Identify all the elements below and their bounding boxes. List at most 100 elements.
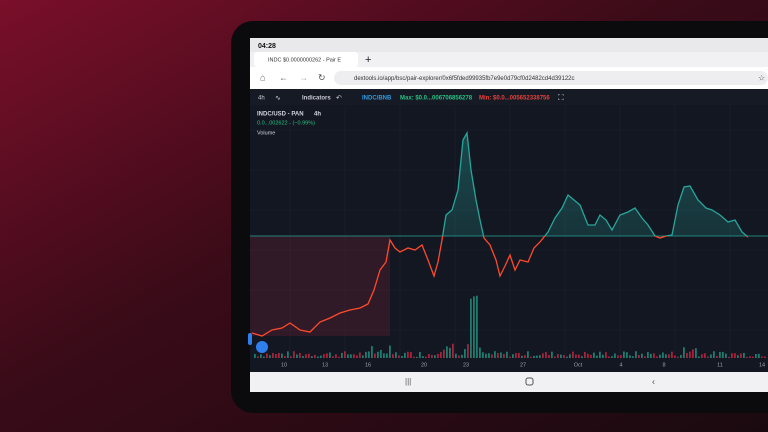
max-label: Max: $0.0...006706856278 bbox=[400, 96, 473, 102]
pair-label[interactable]: INDC/BNB bbox=[362, 96, 392, 102]
volume-bar bbox=[518, 352, 520, 358]
interval-button[interactable]: 4h bbox=[258, 96, 265, 102]
chart-toolbar bbox=[250, 89, 768, 105]
bookmark-star[interactable]: ☆ bbox=[758, 74, 765, 83]
volume-bar bbox=[587, 353, 589, 358]
volume-bar bbox=[701, 354, 703, 358]
forward-button[interactable]: → bbox=[299, 72, 308, 82]
volume-bar bbox=[530, 356, 532, 358]
volume-bar bbox=[671, 351, 673, 358]
volume-bar bbox=[290, 356, 292, 358]
home-nav[interactable] bbox=[525, 377, 534, 386]
scroll-handle[interactable] bbox=[248, 333, 252, 345]
volume-bar bbox=[404, 352, 406, 358]
volume-bar bbox=[383, 353, 385, 358]
volume-bar bbox=[443, 349, 445, 358]
volume-bar bbox=[485, 353, 487, 358]
volume-bar bbox=[548, 354, 550, 358]
volume-bar bbox=[500, 352, 502, 358]
volume-bar bbox=[449, 347, 451, 358]
volume-bar bbox=[632, 356, 634, 358]
volume-bar bbox=[563, 355, 565, 358]
price-line bbox=[251, 130, 749, 337]
volume-bar bbox=[347, 354, 349, 358]
volume-bar bbox=[572, 351, 574, 358]
volume-bar bbox=[635, 351, 637, 358]
cloud-button[interactable] bbox=[256, 341, 268, 353]
x-tick-label: 8 bbox=[662, 362, 665, 368]
volume-bar bbox=[269, 355, 271, 358]
volume-bar bbox=[695, 348, 697, 358]
volume-bar bbox=[689, 351, 691, 358]
new-tab[interactable]: + bbox=[365, 54, 371, 66]
volume-bar bbox=[719, 351, 721, 358]
price-line-down bbox=[251, 236, 749, 337]
volume-bar bbox=[665, 354, 667, 358]
volume-bar bbox=[509, 356, 511, 358]
reload-button[interactable]: ↻ bbox=[318, 72, 326, 82]
volume-bar bbox=[674, 355, 676, 358]
volume-bar bbox=[341, 352, 343, 358]
x-tick-label: Oct bbox=[574, 362, 583, 368]
home-button[interactable]: ⌂ bbox=[260, 72, 265, 82]
volume-bar bbox=[557, 354, 559, 358]
volume-bar bbox=[578, 354, 580, 358]
volume-bar bbox=[545, 352, 547, 358]
volume-bar bbox=[512, 354, 514, 358]
volume-bar bbox=[626, 352, 628, 358]
volume-bar bbox=[740, 353, 742, 358]
volume-bar bbox=[353, 354, 355, 358]
volume-bar bbox=[611, 356, 613, 358]
x-axis: 10 13 16 20 23 27 Oct 4 8 11 14 bbox=[281, 362, 765, 368]
volume-bar bbox=[602, 354, 604, 358]
volume-bar bbox=[467, 344, 469, 358]
back-nav[interactable]: ‹ bbox=[652, 376, 655, 386]
volume-bar bbox=[308, 353, 310, 358]
volume-bar bbox=[362, 355, 364, 358]
volume-bar bbox=[605, 352, 607, 358]
volume-bar bbox=[749, 356, 751, 358]
volume-bar bbox=[329, 352, 331, 358]
volume-bar bbox=[416, 356, 418, 358]
volume-bar bbox=[725, 353, 727, 358]
volume-bar bbox=[476, 295, 478, 358]
undo-button[interactable]: ↶ bbox=[336, 95, 342, 102]
volume-bar bbox=[623, 351, 625, 358]
volume-bar bbox=[647, 352, 649, 358]
volume-bar bbox=[584, 351, 586, 358]
volume-bar bbox=[656, 356, 658, 358]
volume-bar bbox=[260, 354, 262, 358]
volume-bar bbox=[581, 356, 583, 358]
volume-bar bbox=[686, 352, 688, 358]
volume-bar bbox=[668, 354, 670, 358]
volume-bar bbox=[350, 354, 352, 358]
volume-bar bbox=[764, 356, 766, 358]
url[interactable]: dextools.io/app/bsc/pair-explorer/0x6f5f… bbox=[354, 76, 575, 82]
volume-bar bbox=[317, 356, 319, 358]
indicators-button[interactable]: Indicators bbox=[302, 96, 331, 102]
chart-type-button[interactable]: ∿ bbox=[275, 95, 281, 102]
address-bar[interactable] bbox=[334, 71, 768, 85]
tab-title[interactable]: INDC $0.0000000262 - Pair E bbox=[268, 57, 341, 63]
volume-bar bbox=[407, 351, 409, 358]
volume-bar bbox=[482, 352, 484, 358]
volume-bar bbox=[434, 355, 436, 358]
recent-apps[interactable]: ||| bbox=[405, 377, 411, 386]
volume-bar bbox=[287, 351, 289, 358]
volume-bar bbox=[551, 351, 553, 358]
fullscreen-button[interactable]: ⛶ bbox=[557, 93, 564, 102]
volume-bar bbox=[608, 356, 610, 358]
x-tick-label: 14 bbox=[759, 362, 765, 368]
volume-bar bbox=[446, 346, 448, 358]
back-button[interactable]: ← bbox=[279, 72, 288, 82]
volume-bar bbox=[437, 353, 439, 358]
volume-bar bbox=[515, 353, 517, 358]
volume-bar bbox=[338, 356, 340, 358]
browser-tab[interactable] bbox=[254, 52, 358, 67]
status-bar bbox=[250, 38, 768, 52]
legend-volume: Volume bbox=[257, 130, 275, 136]
volume-bar bbox=[470, 298, 472, 358]
x-tick-label: 4 bbox=[619, 362, 622, 368]
volume-bar bbox=[698, 356, 700, 358]
